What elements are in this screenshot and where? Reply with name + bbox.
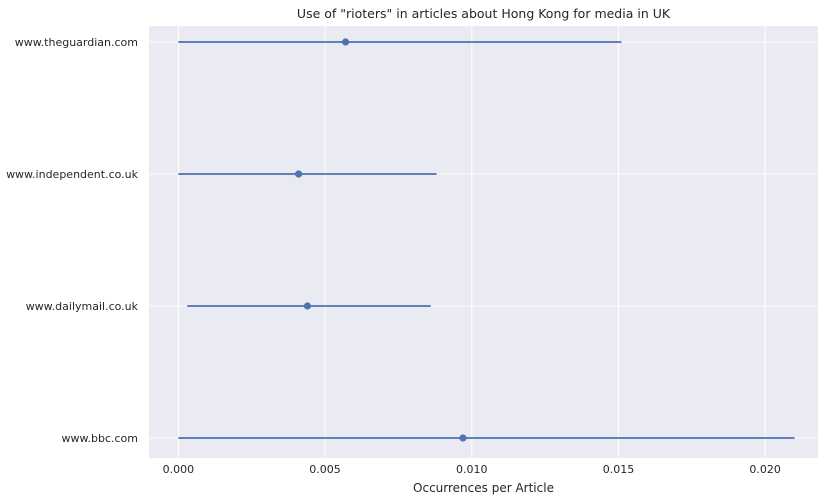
- x-tick-labels: 0.000 0.005 0.010 0.015 0.020: [163, 463, 781, 476]
- x-tick-label: 0.005: [309, 463, 341, 476]
- data-point: [459, 434, 467, 442]
- y-tick-label: www.theguardian.com: [15, 36, 138, 49]
- data-point: [295, 170, 303, 178]
- plot-background: [149, 26, 818, 458]
- x-tick-label: 0.000: [163, 463, 195, 476]
- data-marks: [178, 38, 795, 442]
- y-tick-labels: www.theguardian.com www.independent.co.uk…: [6, 36, 139, 445]
- y-tick-label: www.bbc.com: [62, 432, 138, 445]
- data-point: [303, 302, 312, 310]
- x-tick-label: 0.015: [603, 463, 635, 476]
- x-tick-label: 0.010: [456, 463, 488, 476]
- x-axis-label: Occurrences per Article: [413, 481, 554, 495]
- data-point: [341, 38, 350, 46]
- y-tick-label: www.dailymail.co.uk: [26, 300, 139, 313]
- y-tick-label: www.independent.co.uk: [6, 168, 139, 181]
- x-tick-label: 0.020: [749, 463, 781, 476]
- chart-title: Use of "rioters" in articles about Hong …: [297, 6, 671, 21]
